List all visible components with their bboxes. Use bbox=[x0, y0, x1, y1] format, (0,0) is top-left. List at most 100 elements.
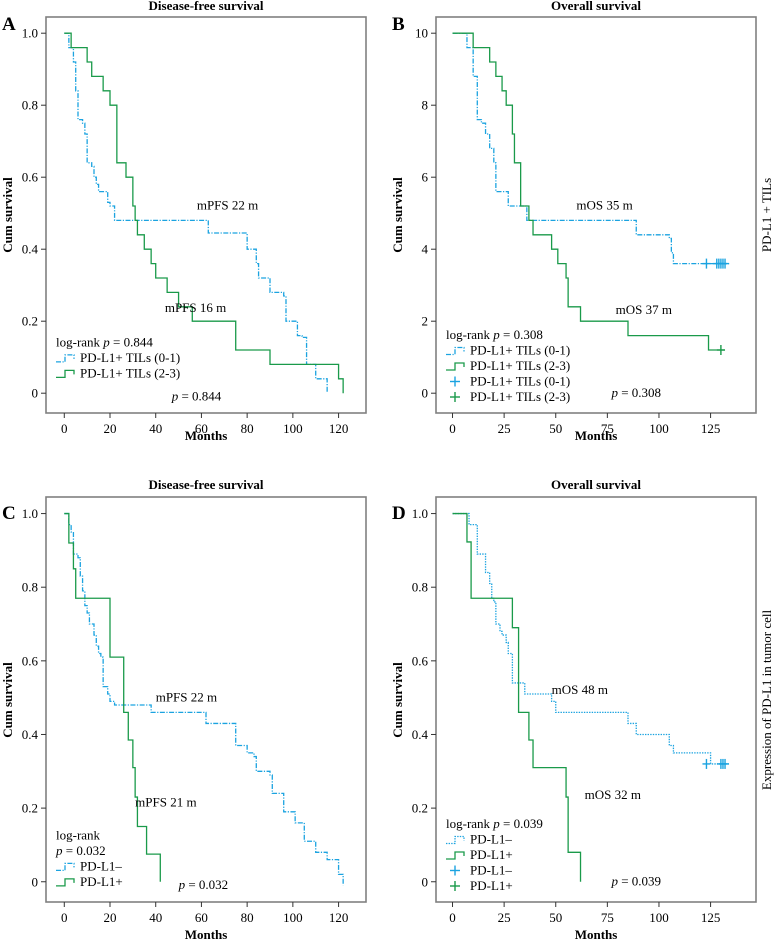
panel-a-title: Disease-free survival bbox=[149, 0, 264, 13]
legend-label: PD-L1– bbox=[470, 863, 512, 878]
x-tick-label: 20 bbox=[104, 910, 117, 925]
x-tick-label: 25 bbox=[498, 421, 511, 436]
y-tick-label: 0.6 bbox=[412, 653, 429, 668]
panel-c-xlabel: Months bbox=[185, 927, 228, 942]
y-tick-label: 2 bbox=[422, 314, 429, 329]
legend-label: PD-L1+ bbox=[80, 874, 123, 889]
annotation: p = 0.039 bbox=[610, 873, 661, 888]
survival-curve-0 bbox=[64, 32, 328, 394]
x-tick-label: 50 bbox=[549, 421, 562, 436]
survival-curve-1 bbox=[452, 32, 726, 351]
legend-label: PD-L1+ TILs (2-3) bbox=[80, 365, 180, 380]
y-tick-label: 8 bbox=[422, 98, 429, 113]
y-tick-label: 0 bbox=[32, 874, 39, 889]
panel-b-title: Overall survival bbox=[551, 0, 641, 13]
x-tick-label: 100 bbox=[283, 910, 303, 925]
y-tick-label: 1.0 bbox=[412, 506, 428, 521]
x-tick-label: 40 bbox=[149, 910, 162, 925]
y-tick-label: 0.8 bbox=[22, 98, 38, 113]
panel-a-letter: A bbox=[2, 14, 16, 35]
legend-label: PD-L1+ TILs (0-1) bbox=[470, 343, 570, 358]
y-tick-label: 0.4 bbox=[22, 242, 39, 257]
legend: log-rank p = 0.039PD-L1–PD-L1+PD-L1–PD-L… bbox=[446, 816, 543, 893]
y-tick-label: 0 bbox=[422, 386, 429, 401]
legend-header-pvalue: p = 0.032 bbox=[55, 843, 106, 858]
survival-curve-0 bbox=[452, 32, 730, 265]
legend-step-icon bbox=[56, 354, 75, 363]
legend-label: PD-L1+ TILs (0-1) bbox=[470, 374, 570, 389]
annotation: p = 0.308 bbox=[610, 385, 661, 400]
x-tick-label: 100 bbox=[649, 910, 669, 925]
y-tick-label: 0.4 bbox=[22, 727, 39, 742]
panel-d-xlabel: Months bbox=[575, 927, 618, 942]
annotation: p = 0.032 bbox=[178, 877, 229, 892]
annotation: mPFS 22 m bbox=[156, 689, 217, 704]
y-tick-label: 0.6 bbox=[22, 653, 39, 668]
annotation: mOS 48 m bbox=[552, 682, 608, 697]
survival-curve-1 bbox=[452, 512, 582, 882]
x-tick-label: 80 bbox=[241, 421, 254, 436]
legend-label: PD-L1– bbox=[80, 858, 122, 873]
side-label-pdl1-tils: PD-L1 + TILs bbox=[759, 178, 774, 252]
x-tick-label: 0 bbox=[449, 421, 456, 436]
survival-curve-1 bbox=[64, 512, 161, 882]
y-tick-label: 1.0 bbox=[22, 506, 38, 521]
legend-header: log-rank p = 0.308 bbox=[446, 327, 543, 342]
legend-step-icon bbox=[446, 851, 465, 860]
annotation: mPFS 21 m bbox=[135, 794, 196, 809]
y-tick-label: 0 bbox=[422, 874, 429, 889]
x-tick-label: 75 bbox=[601, 421, 614, 436]
x-tick-label: 75 bbox=[601, 910, 614, 925]
legend-label: PD-L1+ bbox=[470, 847, 513, 862]
plot-frame bbox=[45, 496, 367, 903]
panel-a-plot: 0 0.2 0.4 0.6 0.8 1.0 0 20 40 60 80 100 120 mPFS 22 m… bbox=[22, 16, 367, 436]
survival-curve-0 bbox=[452, 512, 730, 765]
panel-b-xlabel: Months bbox=[575, 428, 618, 443]
legend-label: PD-L1+ bbox=[470, 878, 513, 893]
legend-step-icon bbox=[56, 369, 75, 379]
panel-b: Overall survival B Cum survival Months P… bbox=[390, 0, 774, 443]
panel-d-letter: D bbox=[392, 503, 406, 524]
x-tick-label: 125 bbox=[701, 421, 721, 436]
panel-a: Disease-free survival A Cum survival Mon… bbox=[0, 0, 367, 443]
panel-d-title: Overall survival bbox=[551, 477, 641, 492]
y-tick-label: 0.8 bbox=[412, 580, 428, 595]
survival-curve-1 bbox=[64, 32, 344, 394]
legend-header: log-rank p = 0.039 bbox=[446, 816, 543, 831]
legend-label: PD-L1+ TILs (2-3) bbox=[470, 358, 570, 373]
annotation: mPFS 16 m bbox=[165, 300, 226, 315]
side-label-pdl1-expression: Expression of PD-L1 in tumor cell bbox=[759, 610, 774, 791]
legend-step-icon bbox=[446, 362, 465, 371]
annotation: mOS 35 m bbox=[576, 198, 632, 213]
x-tick-label: 20 bbox=[104, 421, 117, 436]
legend-label: PD-L1+ TILs (2-3) bbox=[470, 389, 570, 404]
y-tick-label: 0 bbox=[32, 386, 39, 401]
x-tick-label: 40 bbox=[149, 421, 162, 436]
panel-d: Overall survival D Cum survival Months E… bbox=[390, 477, 774, 942]
x-tick-label: 0 bbox=[449, 910, 456, 925]
panel-b-letter: B bbox=[392, 14, 405, 35]
x-tick-label: 60 bbox=[195, 421, 208, 436]
panel-c-title: Disease-free survival bbox=[149, 477, 264, 492]
x-tick-label: 80 bbox=[241, 910, 254, 925]
x-tick-label: 125 bbox=[701, 910, 721, 925]
x-tick-label: 50 bbox=[549, 910, 562, 925]
annotation: mOS 32 m bbox=[585, 787, 641, 802]
panel-a-ylabel: Cum survival bbox=[0, 177, 15, 253]
legend-step-icon bbox=[56, 862, 75, 872]
survival-curve-0 bbox=[64, 512, 344, 886]
legend-step-icon bbox=[56, 878, 75, 887]
legend-header: log-rank bbox=[56, 827, 101, 842]
y-tick-label: 0.8 bbox=[22, 580, 38, 595]
y-tick-label: 0.2 bbox=[22, 314, 38, 329]
annotation: mPFS 22 m bbox=[197, 198, 258, 213]
plot-frame bbox=[45, 16, 367, 414]
y-tick-label: 4 bbox=[422, 242, 429, 257]
x-tick-label: 100 bbox=[283, 421, 303, 436]
x-tick-label: 60 bbox=[195, 910, 208, 925]
legend-step-icon bbox=[446, 835, 465, 845]
